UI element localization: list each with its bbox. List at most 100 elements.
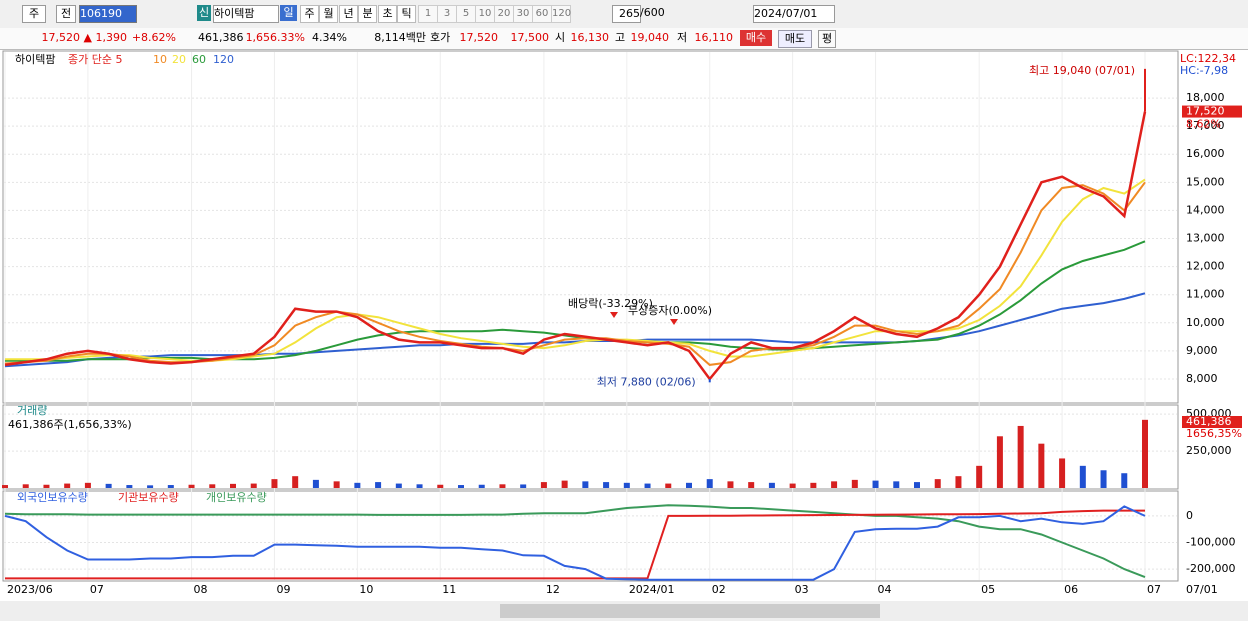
- volume-bar: [209, 484, 216, 488]
- y-tick-label: 14,000: [1186, 203, 1225, 216]
- y-tick-label: 10,000: [1186, 316, 1225, 329]
- x-tick-label: 07: [90, 583, 104, 596]
- x-tick-label: 02: [712, 583, 726, 596]
- scroll-thumb[interactable]: [500, 604, 880, 618]
- code-input[interactable]: 106190: [79, 5, 137, 23]
- legend-entry: 기관보유수량: [118, 491, 179, 504]
- x-tick-label: 04: [878, 583, 892, 596]
- volume-bar: [478, 484, 485, 488]
- volume-bar: [976, 465, 983, 488]
- holdings-panel: [2, 490, 1179, 582]
- event-label: 배당락(-33.29%): [568, 297, 653, 310]
- quote-price: 17,520 ▲: [41, 31, 92, 44]
- legend-entry: 60: [192, 53, 206, 66]
- last-price-label: 17,520: [1186, 105, 1225, 118]
- market-select[interactable]: 주: [22, 5, 46, 23]
- quote-bar: [0, 28, 1248, 50]
- volume-bar: [437, 484, 444, 488]
- change-label: 8.62%: [1186, 118, 1221, 131]
- x-tick-label: 11: [442, 583, 456, 596]
- quote-turnover: 4.34%: [312, 31, 347, 44]
- prev-button[interactable]: 전: [56, 5, 76, 23]
- volume-panel: [2, 404, 1179, 490]
- period-button[interactable]: 초: [378, 5, 397, 23]
- x-end-label: 07/01: [1186, 583, 1218, 596]
- volume-bar: [84, 482, 91, 488]
- volume-bar: [64, 483, 71, 488]
- period-button[interactable]: 분: [358, 5, 377, 23]
- date-input[interactable]: 2024/07/01: [753, 5, 835, 23]
- chart-title: 하이텍팜: [15, 52, 55, 66]
- interval-button[interactable]: 120: [551, 5, 571, 23]
- y-tick-label: 17,000: [1186, 119, 1225, 132]
- volume-bar: [1121, 473, 1128, 488]
- legend-entry: 외국인보유수량: [17, 491, 88, 504]
- x-tick-label: 06: [1064, 583, 1078, 596]
- interval-button[interactable]: 60: [532, 5, 552, 23]
- quote-buy[interactable]: 매수: [740, 30, 772, 46]
- event-label: 무상증자(0.00%): [628, 304, 712, 317]
- volume-bar: [147, 485, 154, 488]
- volume-bar: [623, 482, 630, 488]
- series-line: [4, 504, 1146, 579]
- volume-bar: [582, 481, 589, 488]
- last-volume-pct: 1656,35%: [1186, 427, 1242, 440]
- quote-volume: 461,386: [198, 31, 244, 44]
- last-price-box: [1182, 105, 1242, 118]
- quote-avg[interactable]: 평: [818, 30, 836, 48]
- volume-title: 거래량: [17, 404, 47, 417]
- y-tick-label: 13,000: [1186, 232, 1225, 245]
- period-button[interactable]: 틱: [397, 5, 416, 23]
- x-tick-label: 08: [194, 583, 208, 596]
- volume-bar: [768, 482, 775, 488]
- series-line: [5, 509, 1145, 580]
- volume-bar: [43, 484, 50, 488]
- volume-bar: [1142, 419, 1148, 488]
- y-tick-label: 0: [1186, 509, 1193, 522]
- y-tick-label: 9,000: [1186, 344, 1218, 357]
- x-tick-label: 07: [1147, 583, 1161, 596]
- y-tick-label: 12,000: [1186, 260, 1225, 273]
- quote-ask: 17,520: [459, 31, 499, 44]
- count-input[interactable]: 265: [612, 5, 641, 23]
- volume-bar: [2, 485, 8, 488]
- series-line: [5, 178, 1146, 362]
- quote-low: 16,110: [694, 31, 734, 44]
- volume-bar: [333, 481, 340, 488]
- x-tick-label: 12: [546, 583, 560, 596]
- badge: 신: [197, 5, 211, 21]
- quote-amount: 8,114백만: [374, 31, 426, 44]
- period-button[interactable]: 일: [280, 5, 297, 21]
- volume-bar: [354, 482, 361, 488]
- x-tick-label: 03: [795, 583, 809, 596]
- volume-bar: [686, 482, 692, 488]
- period-button[interactable]: 주: [300, 5, 319, 23]
- legend-entry: 종가 단순 5: [68, 53, 122, 66]
- quote-bid: 17,500: [510, 31, 550, 44]
- volume-bar: [851, 479, 858, 488]
- volume-bar: [22, 484, 29, 488]
- quote-high: 19,040: [630, 31, 670, 44]
- volume-bar: [1038, 443, 1045, 488]
- volume-bar: [603, 482, 610, 488]
- quote-open-label: 시: [555, 31, 566, 44]
- x-tick-label: 2023/06: [7, 583, 53, 596]
- series-line: [4, 505, 1146, 581]
- stock-name[interactable]: 하이텍팜: [213, 5, 279, 23]
- volume-bar: [1079, 465, 1086, 488]
- event-arrow: [610, 312, 618, 318]
- legend-entry: 10: [153, 53, 167, 66]
- last-volume-box: [1182, 416, 1242, 428]
- x-tick-label: 2024/01: [629, 583, 675, 596]
- volume-bar: [126, 485, 133, 488]
- period-button[interactable]: 월: [319, 5, 338, 23]
- volume-bar: [893, 481, 900, 488]
- quote-sell[interactable]: 매도: [778, 30, 812, 48]
- volume-bar: [250, 483, 257, 488]
- period-button[interactable]: 년: [339, 5, 358, 23]
- interval-button[interactable]: 3: [437, 5, 457, 23]
- volume-bar: [230, 483, 236, 488]
- series-line: [4, 111, 1147, 382]
